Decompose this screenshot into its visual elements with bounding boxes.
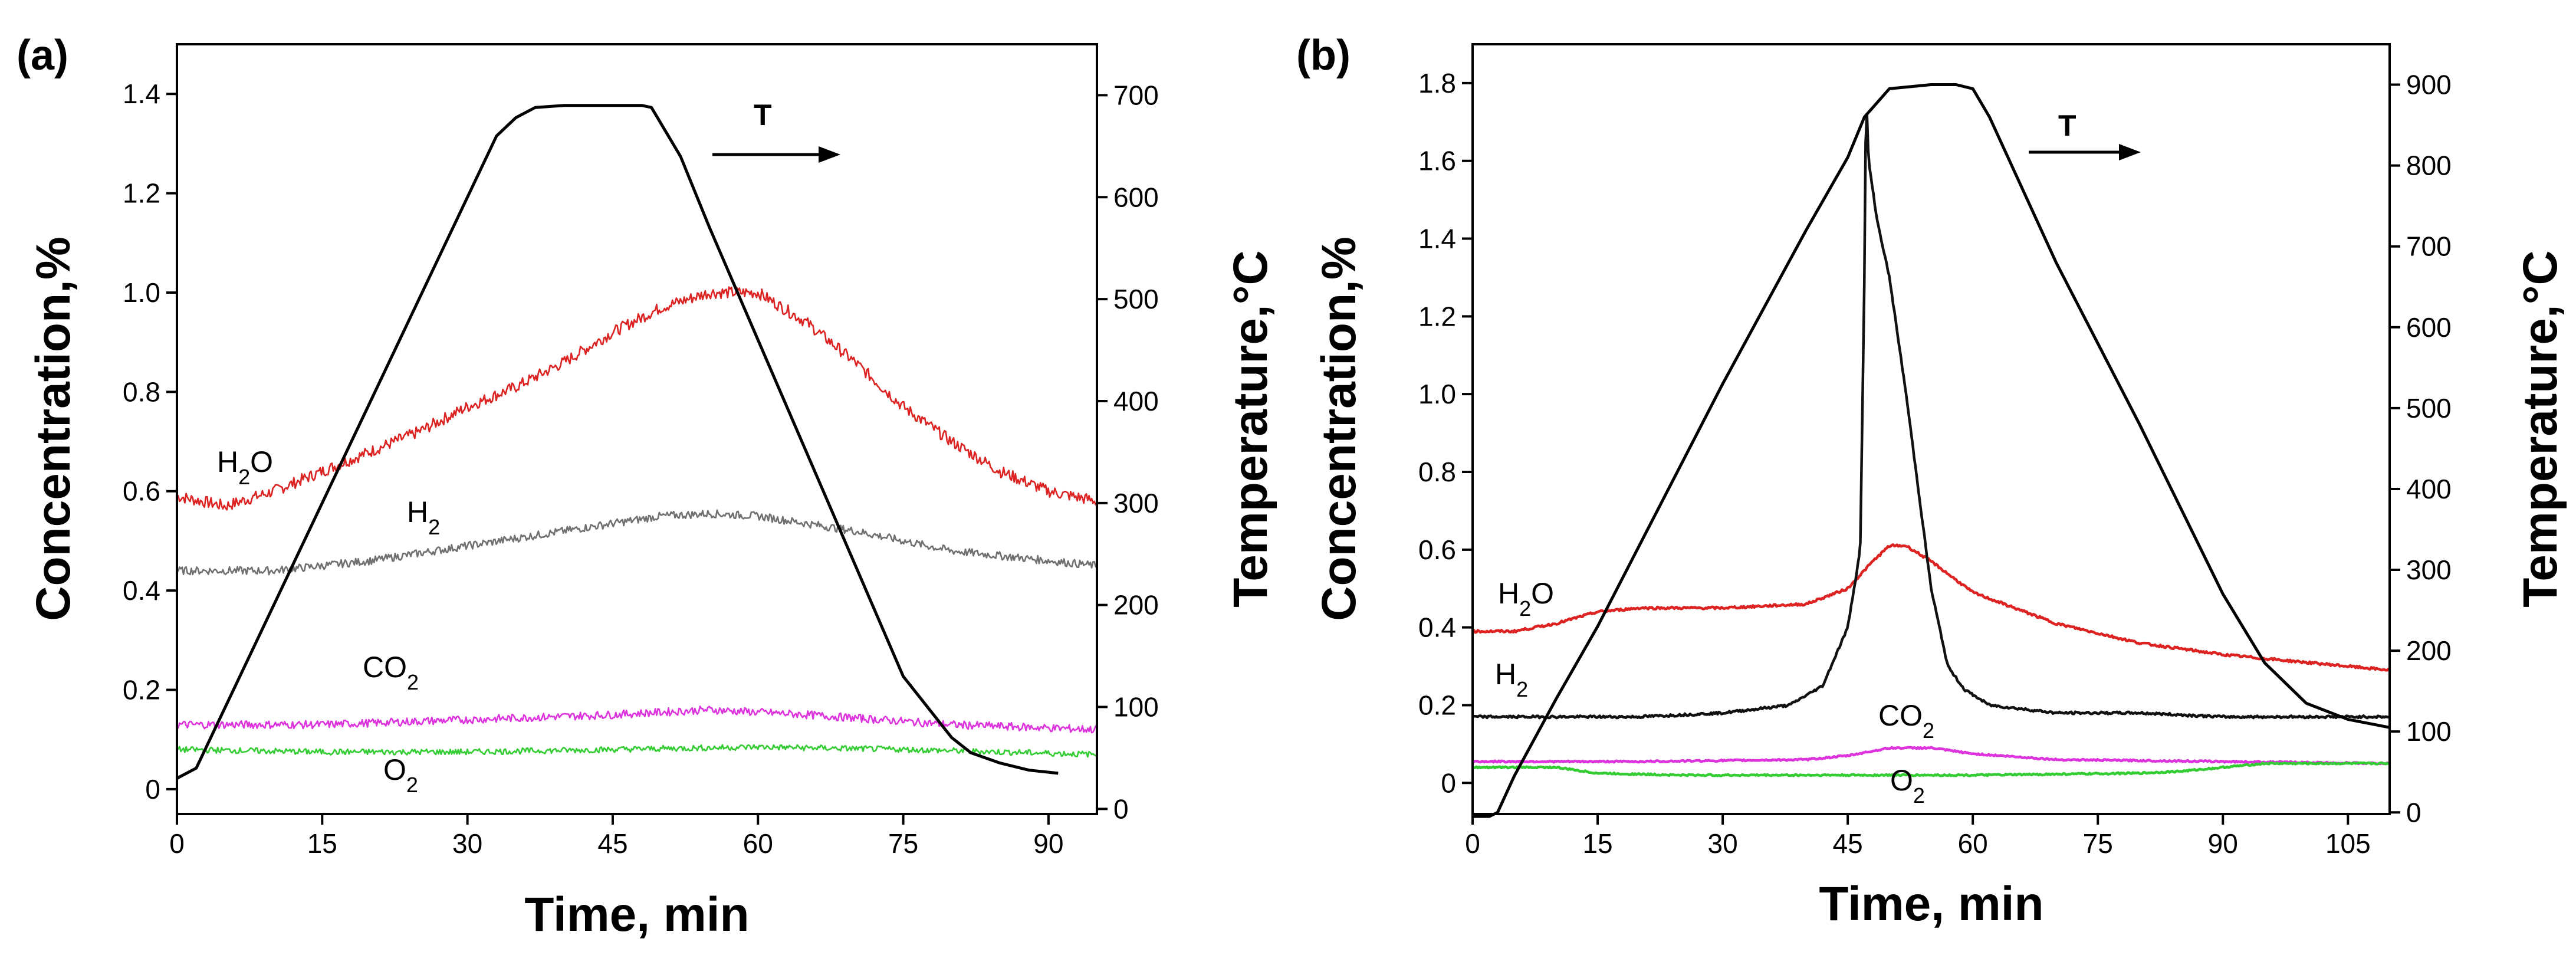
panel-b-series-o2-line [1472,761,2390,777]
panel-b-xtick-label: 60 [1958,828,1988,859]
panel-b-y2label: Temperature,°C [2513,250,2567,607]
panel-a-series-h2o-line [176,286,1098,511]
panel-b-y2tick-label: 800 [2406,150,2452,181]
panel-b-y2tick-label: 600 [2406,312,2452,343]
panel-a-h2-label: H2 [407,495,440,539]
panel-b-xtick-label: 75 [2083,828,2113,859]
panel-b-ylabel: Concentration,% [1312,237,1366,621]
panel-a-frame [176,43,1098,815]
panel-a-y2tick-label: 700 [1113,80,1159,110]
svg-text:CO2: CO2 [1878,699,1934,743]
panel-a-ylabel: Concentration,% [27,237,80,621]
panel-a-plot-area [176,104,1098,780]
panel-b-xtick-label: 15 [1582,828,1612,859]
panel-b-ytick-label: 0.4 [1418,612,1456,643]
panel-a-series-h2-line [176,509,1098,576]
panel-a-ytick-label: 1.4 [123,78,160,109]
panel-a-ytick-label: 1.0 [123,277,160,308]
panel-b-y2tick-label: 100 [2406,716,2452,747]
panel-b-y2tick-label: 200 [2406,635,2452,666]
panel-b-y2tick-label: 500 [2406,393,2452,424]
panel-b-series-co2-line [1472,746,2390,766]
panel-a-series-co2-line [176,705,1098,734]
panel-a-y2tick-label: 300 [1113,488,1159,518]
panel-a-label: (a) [17,32,68,79]
panel-a-y2tick-label: 500 [1113,284,1159,314]
panel-b-ticks: 0 15 30 45 60 75 90 105 0 0.2 0.4 0.6 0.8 1.0 1.2 1.4 1.… [1418,68,2452,859]
svg-text:CO2: CO2 [363,651,419,694]
panel-a-t-arrow-head [819,146,840,163]
panel-a-t-label: T [754,99,772,132]
panel-b-ytick-label: 1.0 [1418,379,1456,409]
panel-b-plot-area [1471,83,2391,818]
panel-b-ytick-label: 1.6 [1418,146,1456,176]
panel-b-t-label: T [2058,109,2076,142]
panel-b-ytick-label: 0.8 [1418,457,1456,487]
panel-b-co2-label: CO2 [1878,699,1934,743]
panel-a-xtick-label: 30 [452,828,482,859]
panel-a-xtick-label: 75 [888,828,918,859]
panel-a-ticks: 0 15 30 45 60 75 90 0 0.2 0.4 0.6 0.8 1.0 1.2 1.4 0 100 2… [123,78,1159,859]
panel-b-h2o-label: H2O [1498,577,1554,621]
panel-b-frame [1471,43,2391,815]
panel-b-series-h2o-line [1471,543,2391,672]
panel-a-ytick-label: 0.4 [123,575,160,606]
panel-b-xlabel: Time, min [1819,877,2043,931]
panel-a-y2tick-label: 0 [1113,793,1129,824]
panel-b-y2tick-label: 0 [2406,797,2421,828]
panel-a-xtick-label: 0 [169,828,185,859]
panel-b-t-arrow-head [2119,144,2141,160]
panel-b-ytick-label: 1.2 [1418,301,1456,332]
panel-b-xtick-label: 90 [2208,828,2238,859]
panel-b-y2tick-label: 300 [2406,554,2452,585]
panel-b-series-t-line [1473,83,2390,818]
panel-b-xtick-label: 105 [2325,828,2371,859]
panel-b-xtick-label: 45 [1833,828,1863,859]
panel-a-h2o-label: H2O [217,445,273,489]
panel-b-y2tick-label: 400 [2406,474,2452,504]
panel-a-ytick-label: 0.8 [123,376,160,407]
panel-a-series-o2-line [176,744,1098,758]
panel-b-xtick-label: 30 [1708,828,1738,859]
panel-a-y2tick-label: 100 [1113,692,1159,723]
panel-a-y2label: Temperature,°C [1224,250,1277,607]
panel-b-series-h2-line [1472,112,2391,720]
svg-text:H2: H2 [1495,658,1528,701]
panel-a: (a) 0 15 30 45 60 75 9000.20.40.60.81.01.21.40… [17,32,1277,941]
svg-text:H2O: H2O [1498,577,1554,621]
panel-a-ytick-label: 0.6 [123,476,160,507]
panel-b-o2-label: O2 [1890,764,1925,808]
panel-b-xtick-label: 0 [1465,828,1480,859]
panel-a-ytick-label: 1.2 [123,178,160,209]
panel-b: (b) 0 15 30 45 60 75 90 105 0 0.2 0.4 0.6 0.8 1.0 1.2 1… [1296,32,2567,931]
panel-b-ytick-label: 0.6 [1418,534,1456,565]
panel-a-xtick-label: 90 [1033,828,1063,859]
panel-b-y2tick-label: 700 [2406,231,2452,262]
panel-a-xtick-label: 60 [743,828,773,859]
panel-a-y2tick-label: 400 [1113,386,1159,416]
panel-a-ytick-label: 0.2 [123,675,160,705]
panel-a-series-t-line [176,104,1059,780]
panel-b-ytick-label: 1.8 [1418,68,1456,99]
panel-a-xlabel: Time, min [524,888,749,941]
panel-b-h2-label: H2 [1495,658,1528,701]
panel-a-o2-label: O2 [383,753,418,797]
svg-text:O2: O2 [383,753,418,797]
panel-b-y2tick-label: 900 [2406,70,2452,100]
panel-a-co2-label: CO2 [363,651,419,694]
panel-a-ytick-label: 0 [145,774,160,805]
panel-a-xtick-label: 45 [597,828,627,859]
panel-b-ytick-label: 0.2 [1418,690,1456,720]
panel-a-y2tick-label: 600 [1113,182,1159,212]
panel-b-ytick-label: 0 [1441,767,1456,798]
panel-a-xtick-label: 15 [307,828,337,859]
panel-b-ytick-label: 1.4 [1418,224,1456,254]
svg-text:H2O: H2O [217,445,273,489]
panel-b-label: (b) [1296,32,1351,79]
panel-a-y2tick-label: 200 [1113,590,1159,621]
svg-text:O2: O2 [1890,764,1925,808]
svg-text:H2: H2 [407,495,440,539]
